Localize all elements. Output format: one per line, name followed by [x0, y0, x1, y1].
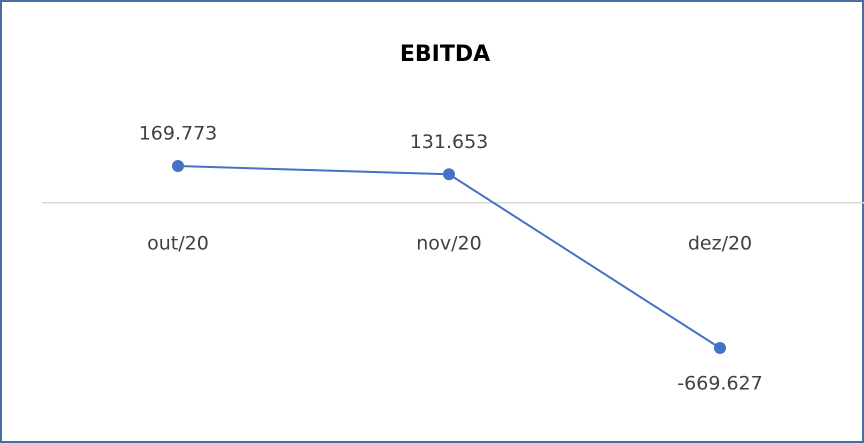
x-tick-label: dez/20: [688, 232, 752, 254]
x-tick-label: nov/20: [416, 232, 482, 254]
data-label: 131.653: [410, 131, 489, 153]
chart-title: EBITDA: [400, 42, 490, 67]
x-tick-label: out/20: [147, 232, 209, 254]
data-point: [172, 160, 184, 172]
data-point: [714, 342, 726, 354]
data-label: -669.627: [677, 373, 762, 395]
data-label: 169.773: [139, 123, 218, 145]
data-point: [443, 168, 455, 181]
